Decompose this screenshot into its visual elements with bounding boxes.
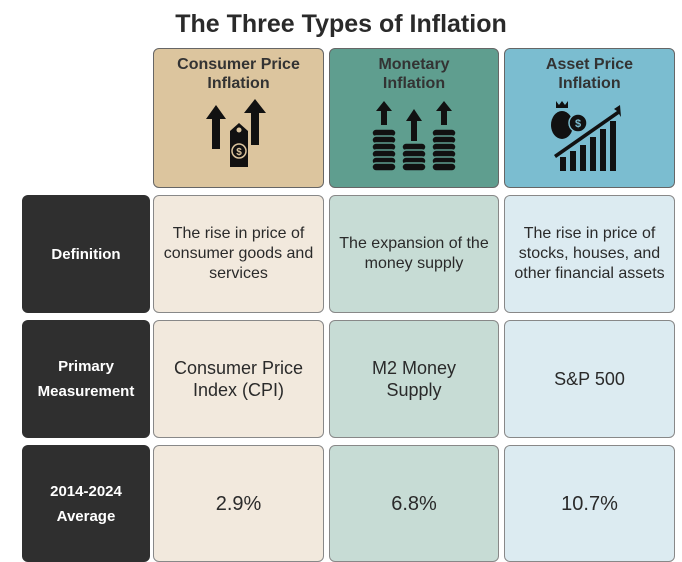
cell-monetary-average: 6.8% bbox=[329, 445, 499, 562]
cell-asset-average: 10.7% bbox=[504, 445, 675, 562]
row-label-primary-measurement: Primary Measurement bbox=[22, 320, 150, 438]
cell-consumer-measurement: Consumer Price Index (CPI) bbox=[153, 320, 324, 438]
svg-text:$: $ bbox=[236, 147, 242, 158]
coin-stacks-arrows-icon bbox=[372, 101, 456, 171]
svg-text:$: $ bbox=[574, 118, 580, 130]
header-asset-price: Asset Price Inflation $ bbox=[504, 48, 675, 188]
cell-monetary-definition: The expansion of the money supply bbox=[329, 195, 499, 313]
header-monetary: Monetary Inflation bbox=[329, 48, 499, 188]
row-label-average: 2014-2024 Average bbox=[22, 445, 150, 562]
header-label: Monetary Inflation bbox=[378, 56, 450, 92]
page-title: The Three Types of Inflation bbox=[175, 10, 507, 38]
header-label: Consumer Price Inflation bbox=[177, 56, 300, 92]
cell-monetary-measurement: M2 Money Supply bbox=[329, 320, 499, 438]
arrows-price-tag-icon: $ bbox=[205, 99, 266, 167]
header-consumer-price: Consumer Price Inflation $ bbox=[153, 48, 324, 188]
header-label: Asset Price Inflation bbox=[545, 56, 634, 92]
cell-consumer-average: 2.9% bbox=[153, 445, 324, 562]
cell-consumer-definition: The rise in price of consumer goods and … bbox=[153, 195, 324, 313]
row-label-definition: Definition bbox=[22, 195, 150, 313]
cell-asset-definition: The rise in price of stocks, houses, and… bbox=[504, 195, 675, 313]
cell-asset-measurement: S&P 500 bbox=[504, 320, 675, 438]
money-bag-growth-chart-icon: $ bbox=[550, 101, 621, 171]
